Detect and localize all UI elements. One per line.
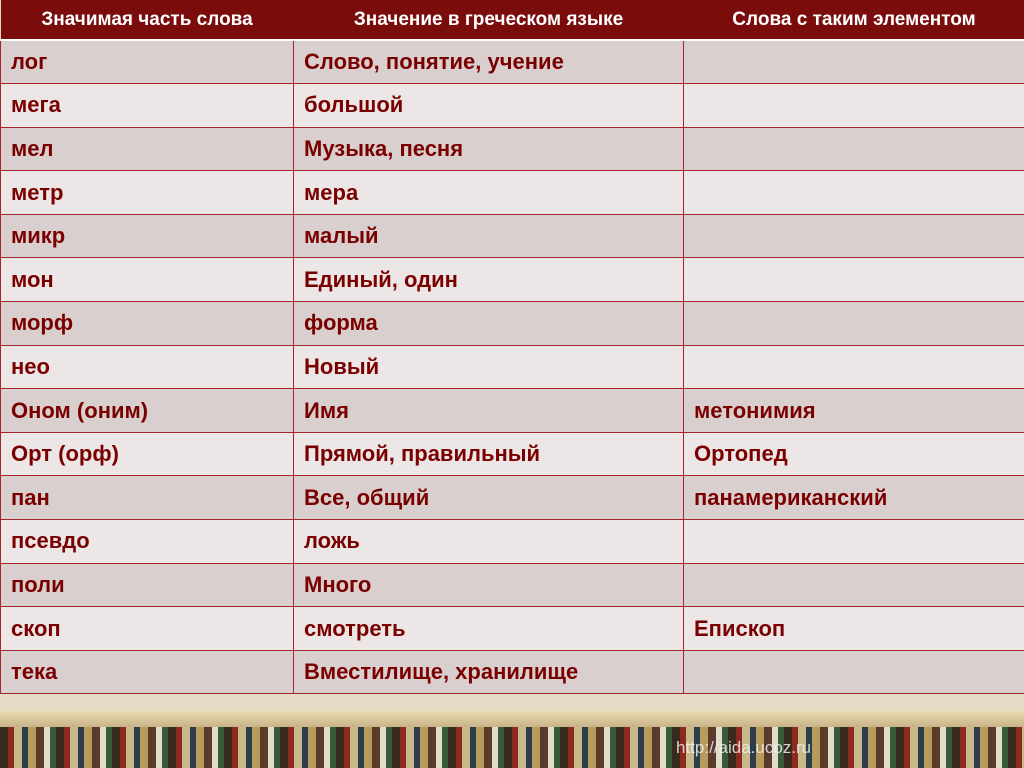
cell-words — [683, 39, 1024, 85]
table-row: нео Новый — [0, 344, 1024, 390]
cell-root: тека — [0, 649, 294, 695]
cell-words — [683, 301, 1024, 346]
cell-meaning: Вместилище, хранилище — [293, 649, 684, 695]
cell-meaning: большой — [293, 83, 684, 128]
header-words: Слова с таким элементом — [683, 0, 1024, 41]
cell-meaning: мера — [293, 170, 684, 215]
cell-root: мега — [0, 83, 294, 128]
table-row: морф форма — [0, 301, 1024, 346]
cell-words: панамериканский — [683, 475, 1024, 521]
cell-words — [683, 170, 1024, 215]
cell-meaning: Все, общий — [293, 475, 684, 521]
cell-meaning: ложь — [293, 519, 684, 564]
table-row: лог Слово, понятие, учение — [0, 39, 1024, 85]
cell-words — [683, 649, 1024, 695]
table-row: пан Все, общий панамериканский — [0, 475, 1024, 521]
bookshelf-image — [0, 727, 1024, 768]
header-root: Значимая часть слова — [0, 0, 294, 41]
table-row: мон Единый, один — [0, 257, 1024, 303]
table-row: поли Много — [0, 562, 1024, 608]
greek-roots-table: Значимая часть слова Значение в греческо… — [0, 0, 1024, 695]
cell-words — [683, 519, 1024, 564]
cell-meaning: Много — [293, 562, 684, 608]
header-row: Значимая часть слова Значение в греческо… — [0, 0, 1024, 41]
shelf-edge — [0, 711, 1024, 727]
cell-root: поли — [0, 562, 294, 608]
table-row: псевдо ложь — [0, 519, 1024, 564]
cell-meaning: Слово, понятие, учение — [293, 39, 684, 85]
cell-words — [683, 562, 1024, 608]
cell-meaning: малый — [293, 213, 684, 259]
cell-words — [683, 213, 1024, 259]
cell-words — [683, 344, 1024, 390]
table-row: метр мера — [0, 170, 1024, 215]
cell-root: лог — [0, 39, 294, 85]
cell-meaning: Прямой, правильный — [293, 431, 684, 477]
cell-root: мел — [0, 126, 294, 172]
cell-words — [683, 83, 1024, 128]
cell-meaning: Имя — [293, 388, 684, 433]
cell-meaning: форма — [293, 301, 684, 346]
cell-meaning: Новый — [293, 344, 684, 390]
cell-meaning: Музыка, песня — [293, 126, 684, 172]
watermark: http://aida.ucoz.ru — [676, 738, 812, 757]
table-row: микр малый — [0, 213, 1024, 259]
cell-words: Ортопед — [683, 431, 1024, 477]
cell-words: метонимия — [683, 388, 1024, 433]
table-row: скоп смотреть Епископ — [0, 606, 1024, 651]
cell-words: Епископ — [683, 606, 1024, 651]
cell-meaning: смотреть — [293, 606, 684, 651]
cell-words — [683, 126, 1024, 172]
cell-root: метр — [0, 170, 294, 215]
table-row: мега большой — [0, 83, 1024, 128]
cell-root: нео — [0, 344, 294, 390]
cell-root: Оном (оним) — [0, 388, 294, 433]
cell-root: пан — [0, 475, 294, 521]
table-row: тека Вместилище, хранилище — [0, 649, 1024, 695]
table-row: мел Музыка, песня — [0, 126, 1024, 172]
cell-root: скоп — [0, 606, 294, 651]
cell-root: микр — [0, 213, 294, 259]
table-row: Оном (оним) Имя метонимия — [0, 388, 1024, 433]
cell-meaning: Единый, один — [293, 257, 684, 303]
cell-words — [683, 257, 1024, 303]
table-row: Орт (орф) Прямой, правильный Ортопед — [0, 431, 1024, 477]
cell-root: морф — [0, 301, 294, 346]
cell-root: Орт (орф) — [0, 431, 294, 477]
header-meaning: Значение в греческом языке — [293, 0, 684, 41]
cell-root: псевдо — [0, 519, 294, 564]
cell-root: мон — [0, 257, 294, 303]
